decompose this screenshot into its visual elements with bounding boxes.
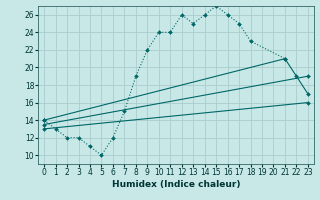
X-axis label: Humidex (Indice chaleur): Humidex (Indice chaleur) [112,180,240,189]
